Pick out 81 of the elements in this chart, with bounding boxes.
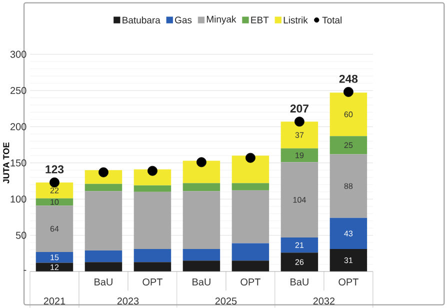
- text: 2023: [117, 298, 139, 305]
- data-label: 10: [50, 199, 59, 205]
- bar: [330, 218, 368, 250]
- y-tick-label: 100: [10, 196, 26, 203]
- bar: [232, 183, 270, 190]
- x-tick-label: OPT: [240, 278, 260, 286]
- bar: [84, 184, 122, 192]
- text: 2021: [44, 298, 66, 305]
- data-label: 64: [50, 226, 59, 232]
- point: [148, 166, 158, 176]
- legend-label: Total: [322, 16, 342, 24]
- bar: [232, 260, 270, 272]
- data-label: 88: [344, 183, 353, 189]
- x-tick-label: BaU: [192, 278, 210, 286]
- x-tick-label: BaU: [290, 278, 308, 286]
- point: [50, 178, 60, 188]
- bar: [182, 249, 220, 261]
- point: [246, 152, 256, 163]
- data-label: 21: [295, 242, 304, 248]
- legend-label: EBT: [251, 16, 269, 24]
- text: 2025: [215, 298, 237, 305]
- data-label: 12: [50, 264, 59, 270]
- bar: [232, 156, 270, 184]
- bar: [182, 191, 220, 250]
- bar: [280, 162, 318, 238]
- data-label: 26: [295, 259, 304, 265]
- bar: [134, 262, 172, 272]
- data-label: 104: [293, 197, 306, 203]
- y-tick-label: 250: [10, 87, 26, 94]
- bar: [134, 185, 172, 192]
- bar: [36, 198, 74, 206]
- x-tick-label: BaU: [94, 278, 112, 286]
- data-label: 248: [339, 74, 358, 83]
- data-label: 19: [296, 152, 304, 158]
- data-label: 31: [344, 257, 353, 264]
- data-label: 22: [50, 188, 59, 194]
- data-label: 60: [344, 112, 353, 118]
- legend-label: Batubara: [122, 16, 160, 24]
- data-label: 207: [290, 104, 308, 113]
- data-label: 43: [344, 230, 353, 236]
- bar: [182, 183, 220, 192]
- bar: [232, 243, 270, 261]
- bar: [182, 160, 220, 184]
- data-label: 25: [344, 142, 353, 148]
- x-tick-label: OPT: [142, 278, 162, 286]
- legend-label: Minyak: [206, 16, 236, 24]
- bar: [182, 260, 220, 272]
- bar: [134, 169, 172, 186]
- bar: [134, 249, 172, 262]
- point: [343, 87, 354, 97]
- bar: [36, 206, 74, 252]
- point: [294, 116, 304, 127]
- x-tick-label: OPT: [338, 278, 358, 286]
- legend-label: Gas: [175, 16, 192, 24]
- bar: [84, 191, 122, 251]
- bar: [330, 92, 368, 136]
- y-tick-label: 150: [10, 159, 26, 166]
- bar: [330, 154, 368, 218]
- data-label: 37: [295, 132, 304, 138]
- y-tick-label: 300: [10, 50, 26, 58]
- y-axis-title: JUTA TOE: [3, 142, 10, 184]
- bar: [280, 148, 318, 162]
- bar: [232, 190, 270, 244]
- bar: [330, 136, 368, 154]
- text: 2032: [313, 298, 335, 305]
- y-tick-label: 200: [10, 123, 26, 130]
- y-tick-label: -: [24, 270, 26, 271]
- bar: [84, 262, 122, 272]
- bar: [280, 122, 318, 148]
- data-label: 15: [50, 254, 59, 260]
- bar: [36, 182, 74, 198]
- legend-label: Listrik: [284, 16, 308, 24]
- bar: [330, 249, 368, 272]
- bar: [134, 192, 172, 250]
- y-tick-label: 50: [16, 232, 26, 239]
- bar: [36, 252, 74, 263]
- point: [196, 157, 206, 168]
- bar: [280, 252, 318, 272]
- bar: [84, 250, 122, 262]
- bar: [280, 238, 318, 253]
- data-label: 123: [46, 165, 64, 174]
